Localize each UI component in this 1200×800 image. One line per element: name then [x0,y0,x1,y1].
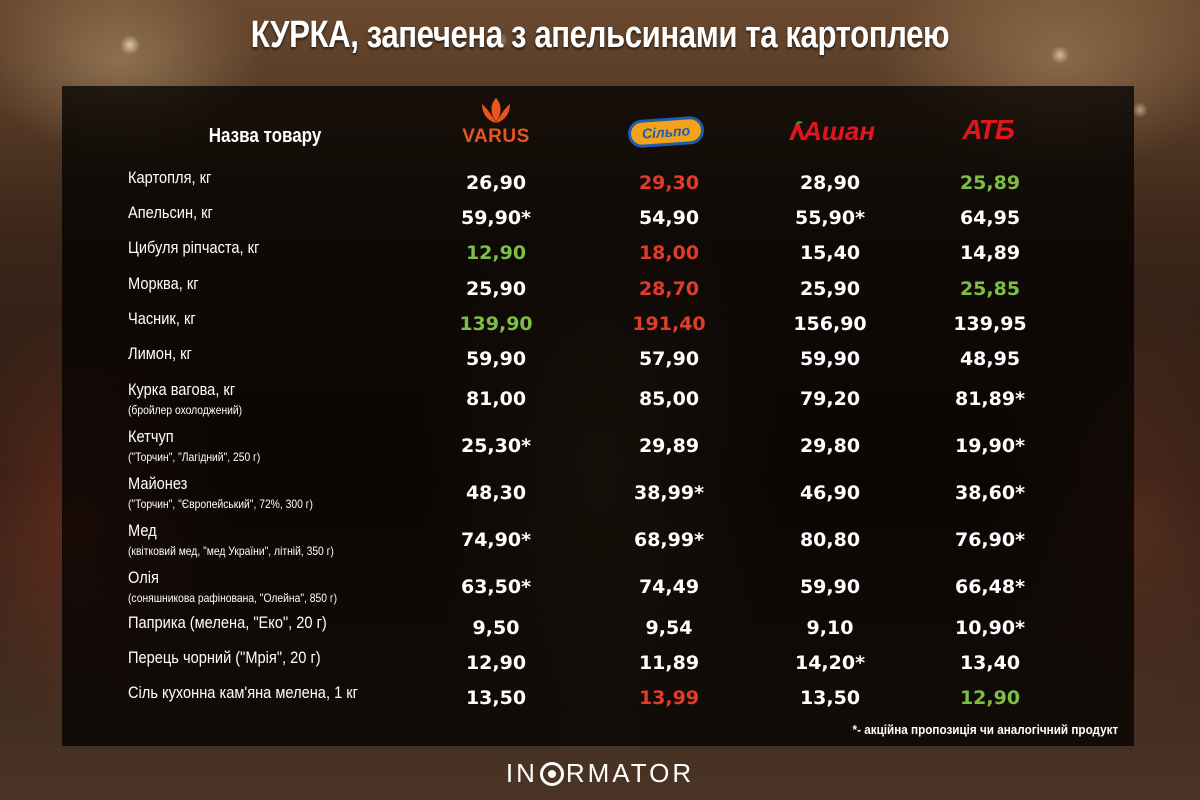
product-details: ("Торчин", "Лагідний", 250 г) [128,450,261,464]
product-name: Перець чорний ("Мрія", 20 г) [128,648,321,667]
product-details: ("Торчин", "Європейський", 72%, 300 г) [128,497,313,511]
price-cell-atb: 38,60* [954,482,1026,504]
price-cell-atb: 25,89 [959,172,1021,194]
price-cell-atb: 64,95 [959,207,1021,229]
page-title: КУРКА, запечена з апельсинами та картопл… [250,14,950,56]
price-cell-auchan: 25,90 [799,278,861,300]
price-cell-auchan: 14,20* [794,652,866,674]
product-name: Паприка (мелена, "Еко", 20 г) [128,613,327,632]
price-cell-silpo: 18,00 [638,242,700,264]
price-cell-atb: 48,95 [959,348,1021,370]
price-table-panel [62,86,1134,746]
price-cell-auchan: 156,90 [793,313,867,335]
price-cell-varus: 12,90 [465,242,527,264]
price-cell-atb: 25,85 [959,278,1021,300]
price-cell-silpo: 68,99* [633,529,705,551]
price-cell-atb: 13,40 [959,652,1021,674]
product-name: Майонез [128,474,188,493]
price-cell-varus: 25,90 [465,278,527,300]
price-cell-varus: 81,00 [465,388,527,410]
price-cell-auchan: 59,90 [799,348,861,370]
price-cell-auchan: 29,80 [799,435,861,457]
tulip-icon [482,98,510,123]
price-cell-varus: 59,90 [465,348,527,370]
price-cell-atb: 14,89 [959,242,1021,264]
varus-logo: VARUS [450,92,542,152]
price-cell-auchan: 80,80 [799,529,861,551]
footnote: *- акційна пропозиція чи аналогічний про… [852,722,1118,737]
product-name: Апельсин, кг [128,203,213,222]
price-cell-varus: 74,90* [460,529,532,551]
price-cell-auchan: 28,90 [799,172,861,194]
price-cell-silpo: 85,00 [638,388,700,410]
price-cell-varus: 59,90* [460,207,532,229]
product-name: Цибуля ріпчаста, кг [128,238,260,257]
price-cell-varus: 48,30 [465,482,527,504]
product-name: Сіль кухонна кам'яна мелена, 1 кг [128,683,358,702]
product-name: Кетчуп [128,427,174,446]
price-cell-atb: 81,89* [954,388,1026,410]
price-cell-silpo: 29,89 [638,435,700,457]
price-cell-silpo: 57,90 [638,348,700,370]
price-cell-varus: 13,50 [465,687,527,709]
price-cell-varus: 63,50* [460,576,532,598]
product-details: (бройлер охолоджений) [128,403,243,417]
varus-logo-text: VARUS [462,126,530,147]
price-cell-silpo: 191,40 [632,313,706,335]
informator-brand: IN RMATOR [0,758,1200,789]
product-name: Картопля, кг [128,168,212,187]
price-cell-varus: 25,30* [460,435,532,457]
price-cell-atb: 10,90* [954,617,1026,639]
price-cell-atb: 19,90* [954,435,1026,457]
brand-text-end: RMATOR [565,758,695,788]
silpo-logo: Сільпо [626,115,706,149]
silpo-pill-icon: Сільпо [627,115,705,149]
price-cell-atb: 139,95 [953,313,1027,335]
auchan-logo-text: Ашан [802,115,876,146]
brand-text-start: IN [505,758,538,788]
price-cell-silpo: 38,99* [633,482,705,504]
price-cell-silpo: 28,70 [638,278,700,300]
auchan-logo: Ашан [782,115,880,147]
price-cell-varus: 26,90 [465,172,527,194]
price-cell-atb: 12,90 [959,687,1021,709]
atb-logo-text: АТБ [962,114,1014,145]
price-cell-auchan: 55,90* [794,207,866,229]
product-name: Лимон, кг [128,344,192,363]
product-details: (квітковий мед, "мед України", літній, 3… [128,544,334,558]
product-name: Курка вагова, кг [128,380,236,399]
price-cell-silpo: 11,89 [638,652,700,674]
atb-logo: АТБ [948,114,1028,146]
price-cell-auchan: 13,50 [799,687,861,709]
price-cell-auchan: 46,90 [799,482,861,504]
price-cell-atb: 66,48* [954,576,1026,598]
product-name: Морква, кг [128,274,199,293]
eye-icon [539,761,564,786]
price-cell-silpo: 29,30 [638,172,700,194]
price-cell-varus: 139,90 [459,313,533,335]
price-cell-silpo: 74,49 [638,576,700,598]
product-details: (соняшникова рафінована, "Олейна", 850 г… [128,591,338,605]
price-cell-varus: 9,50 [472,617,520,639]
name-column-header: Назва товару [208,125,322,147]
price-cell-auchan: 9,10 [806,617,854,639]
price-cell-auchan: 79,20 [799,388,861,410]
price-cell-atb: 76,90* [954,529,1026,551]
price-cell-varus: 12,90 [465,652,527,674]
price-cell-silpo: 13,99 [638,687,700,709]
price-cell-auchan: 59,90 [799,576,861,598]
price-cell-auchan: 15,40 [799,242,861,264]
auchan-bird-icon [788,121,805,140]
product-name: Мед [128,521,157,540]
silpo-logo-text: Сільпо [641,122,691,142]
price-cell-silpo: 54,90 [638,207,700,229]
product-name: Олія [128,568,159,587]
price-cell-silpo: 9,54 [645,617,693,639]
product-name: Часник, кг [128,309,196,328]
